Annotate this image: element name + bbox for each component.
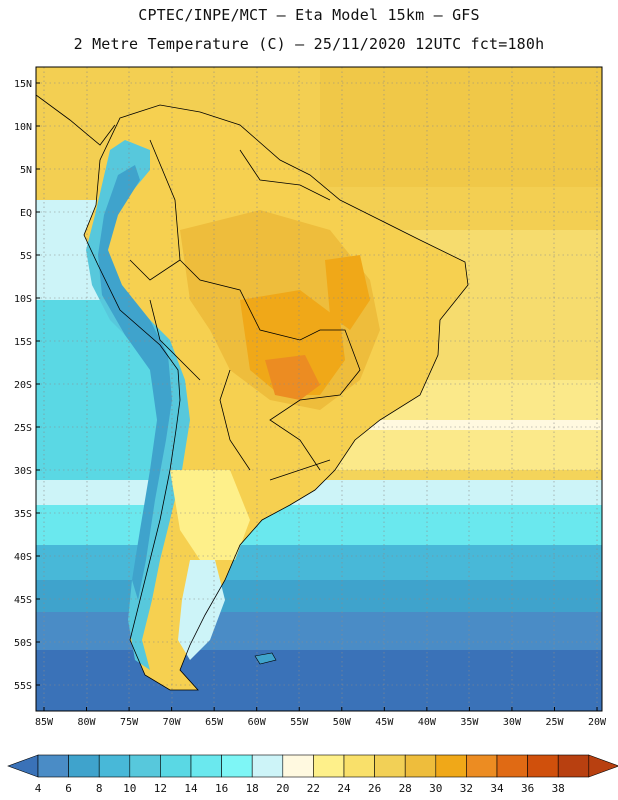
colorbar-label: 8 bbox=[95, 782, 103, 795]
longitude-tick-label: 40W bbox=[418, 717, 437, 728]
latitude-tick-label: 10S bbox=[14, 294, 32, 305]
colorbar-swatch bbox=[160, 754, 192, 778]
colorbar-swatch bbox=[98, 754, 131, 778]
colorbar-swatch bbox=[343, 754, 375, 778]
latitude-tick-label: 25S bbox=[14, 423, 32, 434]
colorbar-label: 10 bbox=[123, 782, 137, 795]
colorbar-label: 32 bbox=[459, 782, 474, 795]
colorbar-swatch bbox=[221, 754, 253, 778]
longitude-tick-label: 50W bbox=[333, 717, 352, 728]
latitude-tick-label: 55S bbox=[14, 681, 32, 692]
colorbar-swatch bbox=[435, 754, 467, 778]
colorbar-swatch bbox=[527, 754, 559, 778]
latitude-axis: 15N 10N 5N EQ 5S 10S 15S 20S 25S 30S 35S 40S 45S 50S 5… bbox=[14, 79, 40, 692]
colorbar bbox=[7, 754, 618, 778]
longitude-tick-label: 85W bbox=[35, 717, 54, 728]
colorbar-label: 26 bbox=[367, 782, 382, 795]
colorbar-label: 20 bbox=[276, 782, 290, 795]
longitude-tick-label: 35W bbox=[460, 717, 479, 728]
colorbar-swatch bbox=[129, 754, 161, 778]
latitude-tick-label: 5N bbox=[20, 165, 32, 176]
longitude-tick-label: 80W bbox=[78, 717, 97, 728]
colorbar-label: 18 bbox=[245, 782, 259, 795]
latitude-tick-label: 20S bbox=[14, 380, 32, 391]
latitude-tick-label: 30S bbox=[14, 466, 32, 477]
colorbar-label: 38 bbox=[551, 782, 565, 795]
map-title-variable: 2 Metre Temperature (C) – 25/11/2020 12U… bbox=[73, 35, 545, 53]
colorbar-label: 22 bbox=[306, 782, 321, 795]
colorbar-label: 36 bbox=[520, 782, 535, 795]
longitude-tick-label: 75W bbox=[120, 717, 139, 728]
latitude-tick-label: 10N bbox=[14, 122, 32, 133]
colorbar-label: 14 bbox=[184, 782, 198, 795]
longitude-tick-label: 25W bbox=[545, 717, 564, 728]
latitude-tick-label: 15N bbox=[14, 79, 32, 90]
colorbar-swatch bbox=[251, 754, 284, 778]
longitude-tick-label: 70W bbox=[163, 717, 182, 728]
graticule bbox=[36, 67, 602, 711]
latitude-tick-label: 40S bbox=[14, 552, 32, 563]
colorbar-label: 4 bbox=[34, 782, 42, 795]
colorbar-swatch bbox=[282, 754, 314, 778]
colorbar-swatch bbox=[404, 754, 437, 778]
colorbar-label: 6 bbox=[65, 782, 72, 795]
colorbar-label: 30 bbox=[429, 782, 443, 795]
plot-frame bbox=[35, 66, 603, 712]
colorbar-label: 28 bbox=[398, 782, 412, 795]
colorbar-swatch bbox=[466, 754, 498, 778]
colorbar-left-arrow-icon bbox=[7, 754, 39, 778]
colorbar-label: 34 bbox=[490, 782, 504, 795]
colorbar-swatch bbox=[557, 754, 590, 778]
latitude-tick-label: 45S bbox=[14, 595, 32, 606]
latitude-tick-label: 5S bbox=[20, 251, 32, 262]
colorbar-swatch bbox=[313, 754, 345, 778]
longitude-tick-label: 55W bbox=[290, 717, 309, 728]
colorbar-label: 24 bbox=[337, 782, 351, 795]
longitude-tick-label: 65W bbox=[205, 717, 224, 728]
colorbar-swatch bbox=[68, 754, 100, 778]
latitude-tick-label: 15S bbox=[14, 337, 32, 348]
colorbar-swatch bbox=[496, 754, 528, 778]
latitude-tick-label: 35S bbox=[14, 509, 32, 520]
colorbar-swatch bbox=[37, 754, 69, 778]
colorbar-right-arrow-icon bbox=[588, 754, 618, 778]
longitude-tick-label: 20W bbox=[588, 717, 607, 728]
latitude-tick-label: EQ bbox=[20, 208, 32, 219]
longitude-tick-label: 45W bbox=[375, 717, 394, 728]
longitude-tick-label: 30W bbox=[503, 717, 522, 728]
map-title-model: CPTEC/INPE/MCT – Eta Model 15km – GFS bbox=[138, 6, 480, 24]
latitude-tick-label: 50S bbox=[14, 638, 32, 649]
longitude-tick-label: 60W bbox=[248, 717, 267, 728]
temperature-field bbox=[36, 67, 602, 711]
longitude-axis: 85W 80W 75W 70W 65W 60W 55W 50W 45W 40W 35W 30W 25W 2… bbox=[35, 707, 607, 728]
coastlines-and-borders bbox=[36, 94, 469, 691]
colorbar-swatch bbox=[190, 754, 222, 778]
colorbar-label: 12 bbox=[153, 782, 168, 795]
colorbar-label: 16 bbox=[214, 782, 229, 795]
colorbar-swatch bbox=[374, 754, 406, 778]
